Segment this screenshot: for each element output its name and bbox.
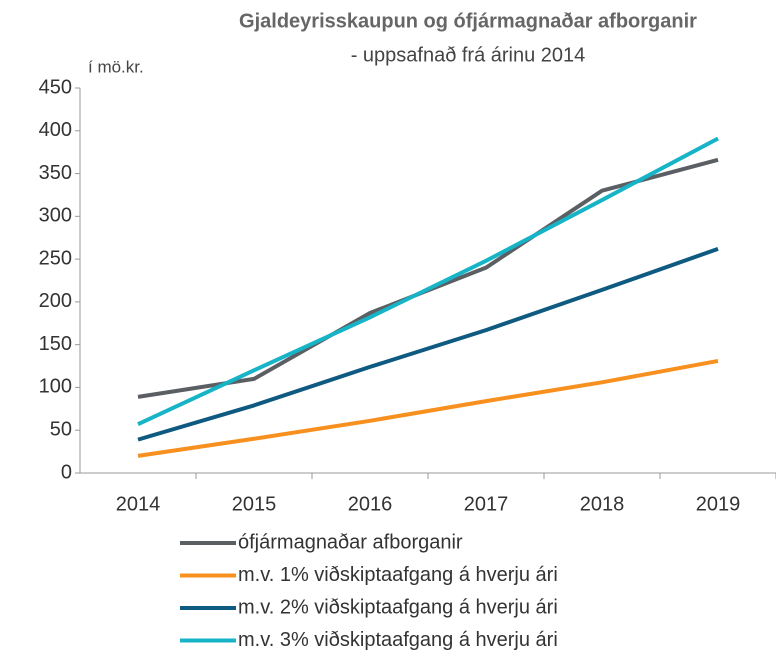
x-tick-label: 2015: [232, 493, 277, 515]
y-tick-label: 350: [39, 162, 72, 184]
legend-label: m.v. 3% viðskiptaafgang á hverju ári: [238, 629, 558, 651]
chart-subtitle: - uppsafnað frá árinu 2014: [351, 44, 586, 66]
legend-label: m.v. 2% viðskiptaafgang á hverju ári: [238, 596, 558, 618]
y-tick-label: 0: [61, 461, 72, 483]
y-tick-label: 250: [39, 247, 72, 269]
series-line: [137, 358, 719, 458]
y-tick-label: 450: [39, 76, 72, 98]
x-tick-label: 2016: [348, 493, 393, 515]
legend-label: m.v. 1% viðskiptaafgang á hverju ári: [238, 564, 558, 586]
y-tick-label: 400: [39, 119, 72, 141]
y-axis-label: í mö.kr.: [88, 57, 144, 76]
series-line: [137, 246, 719, 442]
y-tick-label: 200: [39, 290, 72, 312]
legend-label: ófjármagnaðar afborganir: [238, 531, 463, 553]
x-tick-label: 2019: [696, 493, 741, 515]
y-tick-label: 150: [39, 333, 72, 355]
x-tick-label: 2014: [116, 493, 161, 515]
x-tick-label: 2017: [464, 493, 509, 515]
y-tick-label: 100: [39, 376, 72, 398]
x-tick-label: 2018: [580, 493, 625, 515]
y-tick-label: 50: [50, 419, 72, 441]
series-line: [137, 136, 719, 427]
chart-title: Gjaldeyrisskaupun og ófjármagnaðar afbor…: [239, 10, 697, 32]
y-tick-label: 300: [39, 205, 72, 227]
